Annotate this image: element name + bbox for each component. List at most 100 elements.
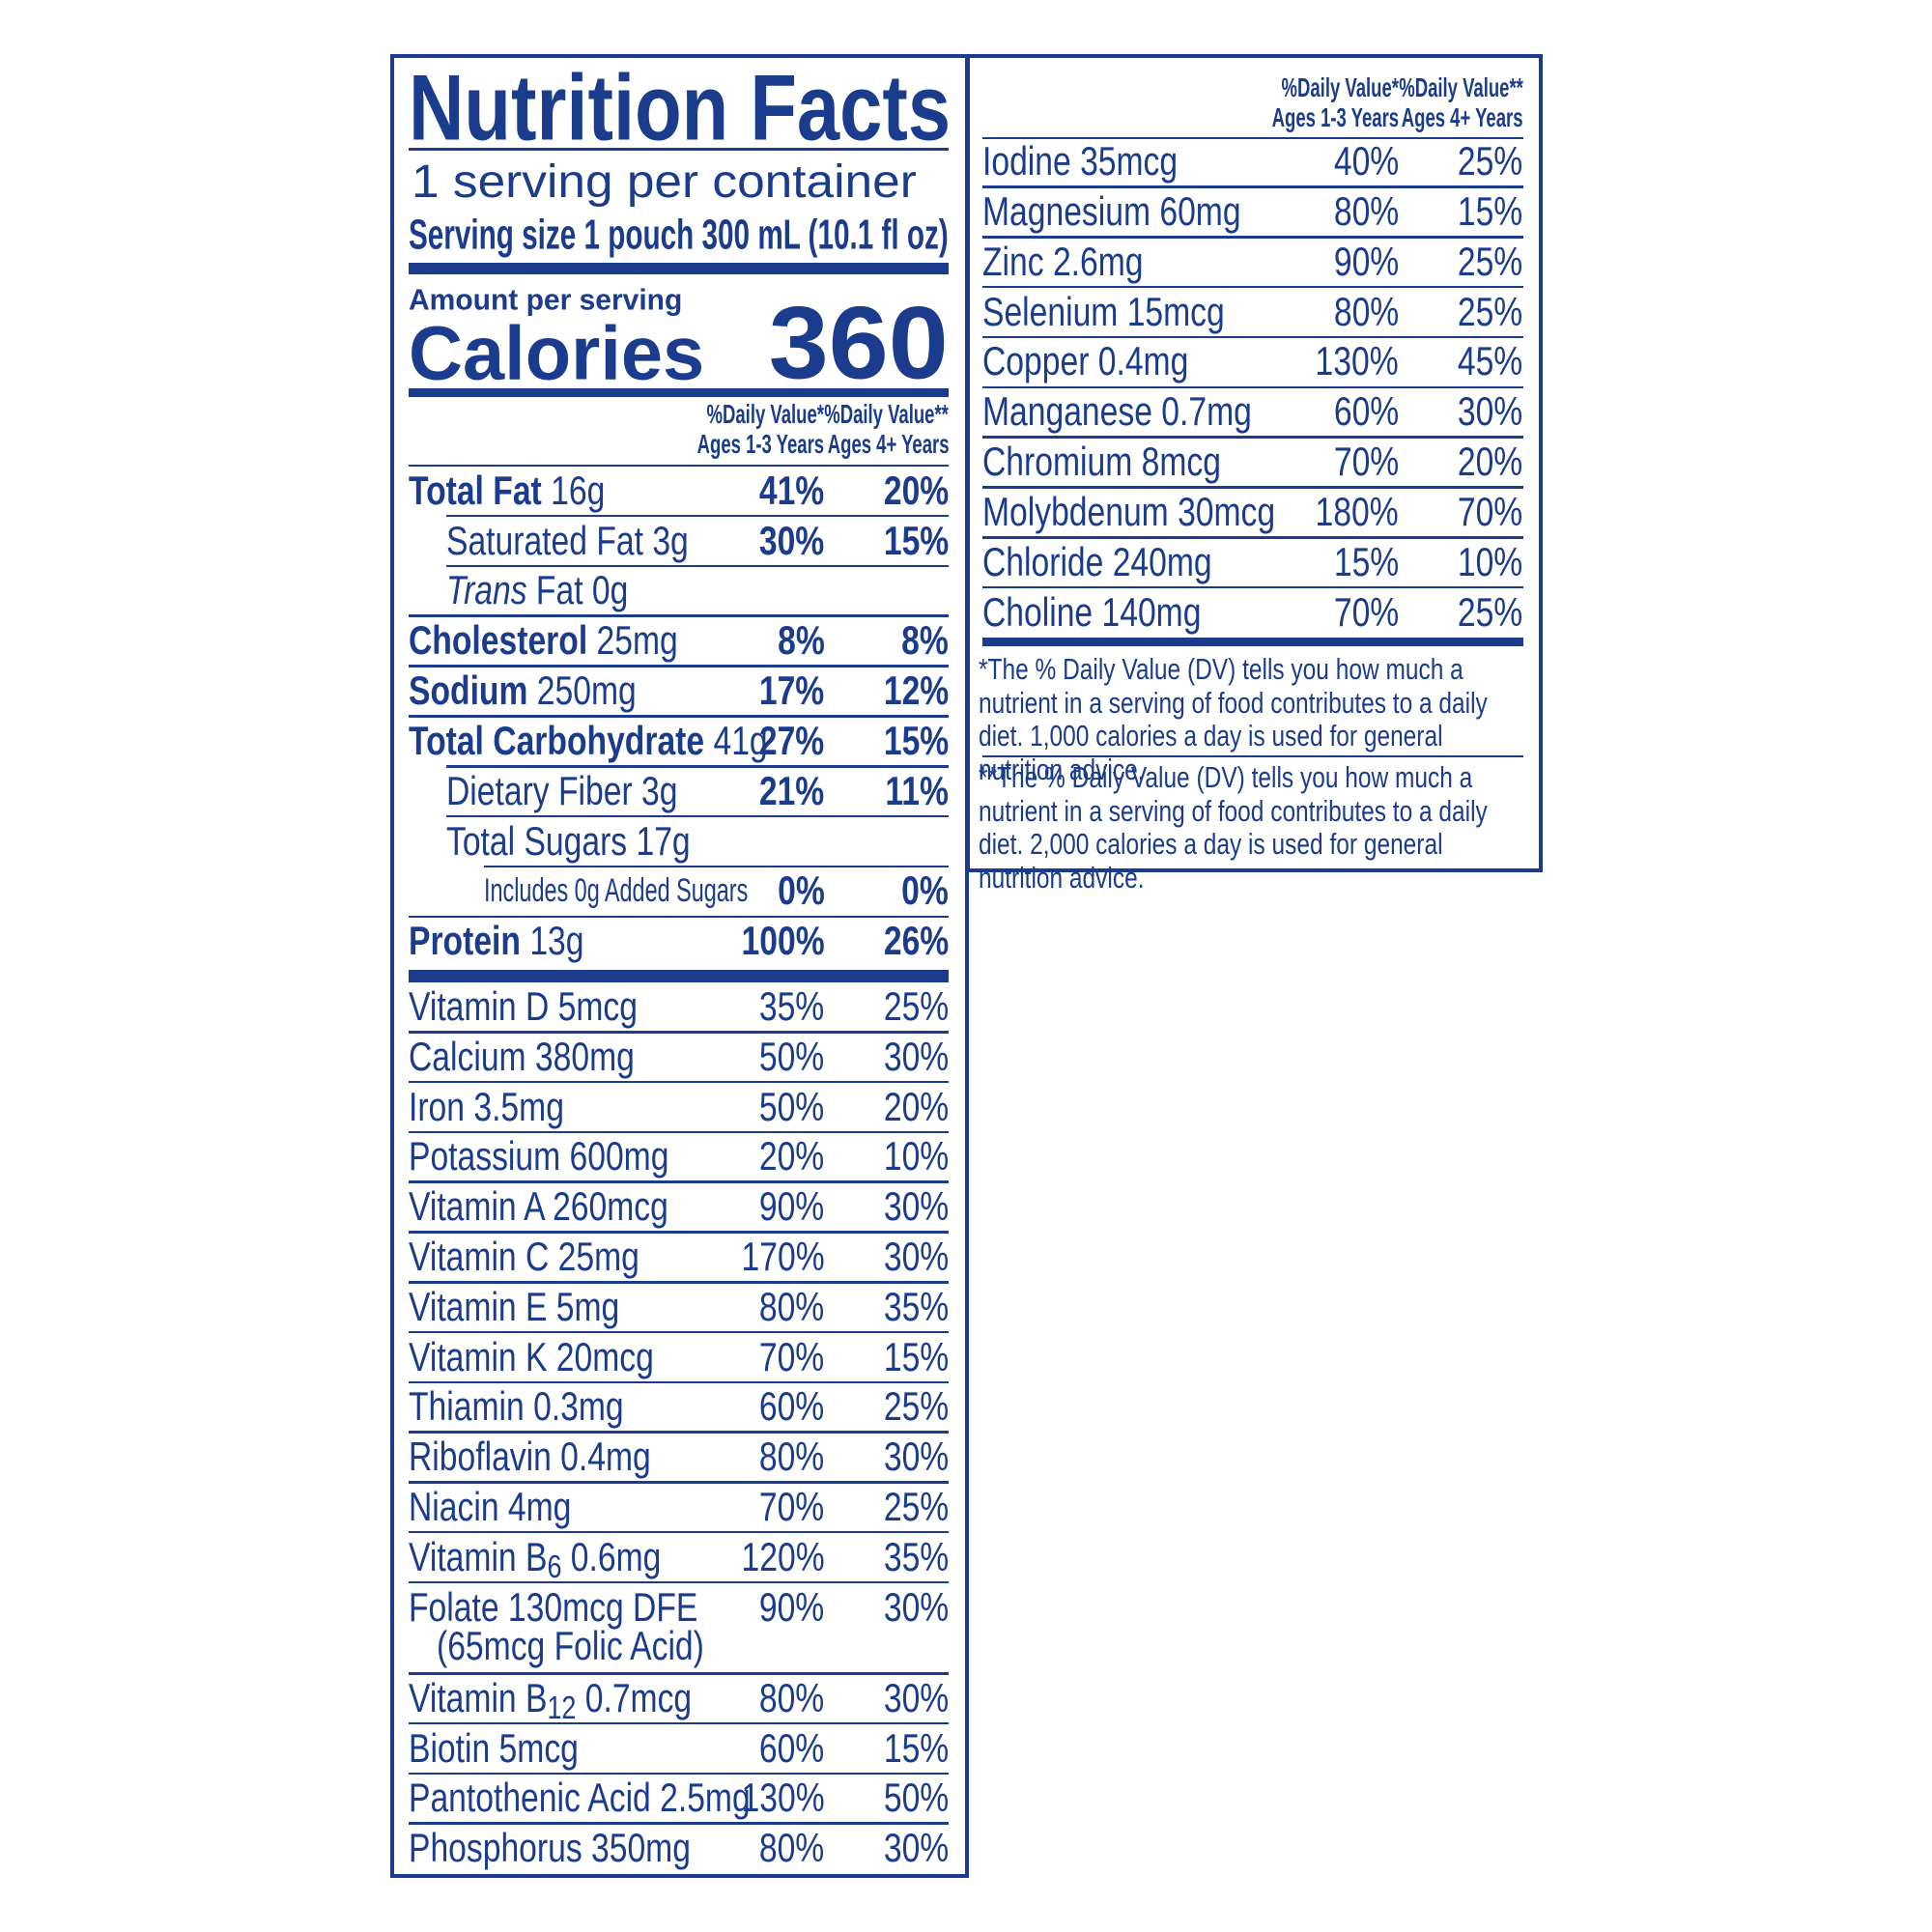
daily-value: 25%	[1458, 588, 1523, 635]
daily-value: 10%	[883, 1133, 950, 1179]
nutrient-name: Manganese 0.7mg	[981, 388, 1252, 435]
daily-value: 60%	[1333, 388, 1399, 435]
nutrient-row: Includes 0g Added Sugars	[484, 874, 748, 907]
nutrient-row: Calcium 380mg	[409, 1036, 635, 1077]
nutrient-name: Choline 140mg	[981, 588, 1202, 635]
nutrient-name: Vitamin K 20mcg	[409, 1333, 655, 1379]
nutrient-row: Choline 140mg	[981, 588, 1202, 635]
rule	[981, 136, 1523, 140]
rule	[409, 915, 950, 919]
rule	[981, 536, 1523, 539]
daily-value: 30%	[883, 1033, 950, 1079]
daily-value: 25%	[1458, 238, 1523, 284]
column-header: %Daily Value*	[706, 398, 825, 429]
daily-value: 70%	[1333, 439, 1399, 485]
daily-value: 30%	[883, 1674, 950, 1720]
rule	[981, 236, 1523, 239]
daily-value: 15%	[1333, 538, 1399, 584]
daily-value: 15%	[883, 517, 950, 563]
nutrient-name: Folate 130mcg DFE	[409, 1583, 698, 1630]
daily-value: 12%	[883, 668, 950, 713]
nutrient-name: Saturated Fat 3g	[445, 517, 689, 563]
daily-value: 50%	[883, 1775, 950, 1821]
daily-value: 130%	[1315, 338, 1399, 384]
title: Nutrition Facts	[409, 54, 952, 160]
nutrient-name: Pantothenic Acid 2.5mg	[409, 1775, 752, 1821]
rule	[981, 285, 1523, 289]
daily-value: 15%	[1458, 187, 1523, 234]
rule	[409, 1080, 950, 1084]
daily-value: 26%	[883, 918, 950, 964]
nutrient-row: Zinc 2.6mg	[982, 241, 1144, 282]
rule	[981, 754, 1523, 758]
nutrient-row: Vitamin A 260mcg	[409, 1186, 668, 1227]
nutrient-row: Riboflavin 0.4mg	[409, 1436, 651, 1477]
nutrient-amount: 250mg	[537, 668, 638, 713]
daily-value: 80%	[1333, 187, 1399, 234]
rule	[445, 764, 950, 768]
daily-value: 11%	[885, 767, 950, 813]
daily-value: 70%	[1458, 488, 1523, 534]
rule	[409, 1231, 950, 1234]
nutrient-amount: 13g	[529, 918, 584, 964]
rule	[445, 564, 950, 568]
nutrient-name: Cholesterol	[409, 617, 588, 664]
rule	[981, 585, 1523, 589]
daily-value: 20%	[883, 467, 950, 513]
amount-per-serving: Amount per serving	[409, 283, 683, 317]
daily-value: 50%	[758, 1033, 825, 1079]
daily-value: 80%	[758, 1674, 825, 1720]
daily-value: 8%	[901, 617, 950, 664]
nutrient-name: Vitamin B	[409, 1674, 548, 1720]
daily-value: 41%	[758, 467, 825, 513]
nutrient-name: Dietary Fiber 3g	[445, 767, 678, 813]
daily-value: 70%	[1333, 588, 1399, 635]
nutrient-row: Vitamin B6 0.6mg	[409, 1536, 661, 1583]
daily-value: 120%	[741, 1533, 825, 1579]
nutrient-name: Total Sugars 17g	[445, 817, 691, 864]
footnote: **The % Daily Value (DV) tells you how m…	[978, 761, 1488, 895]
daily-value: 8%	[777, 617, 825, 664]
nutrient-row: Phosphorus 350mg	[409, 1828, 691, 1868]
daily-value: 100%	[741, 918, 825, 964]
rule	[409, 388, 950, 398]
daily-value: 25%	[1458, 138, 1523, 185]
daily-value: 180%	[1315, 488, 1399, 534]
daily-value: 20%	[1458, 439, 1523, 485]
daily-value: 60%	[758, 1383, 825, 1430]
nutrient-row: Total Fat 16g	[409, 469, 605, 511]
nutrient-name: Vitamin C 25mg	[409, 1233, 640, 1279]
daily-value: 60%	[758, 1724, 825, 1771]
daily-value: 15%	[883, 717, 950, 763]
rule	[409, 464, 950, 468]
rule	[409, 1031, 950, 1034]
nutrient-row: Thiamin 0.3mg	[409, 1386, 624, 1427]
rule	[981, 385, 1523, 389]
rule	[409, 1130, 950, 1134]
rule	[409, 1330, 950, 1334]
nutrient-row: Saturated Fat 3g	[446, 520, 689, 560]
daily-value: 35%	[883, 1283, 950, 1329]
daily-value: 30%	[758, 517, 825, 563]
daily-value: 15%	[883, 1724, 950, 1771]
rule	[409, 1672, 950, 1675]
rule	[409, 1180, 950, 1183]
nutrient-row: Vitamin D 5mcg	[409, 985, 638, 1027]
rule	[981, 486, 1523, 489]
daily-value: 30%	[1458, 388, 1523, 435]
daily-value: 130%	[741, 1775, 825, 1821]
rule	[409, 1772, 950, 1776]
daily-value: 25%	[883, 1483, 950, 1529]
daily-value: 30%	[883, 1233, 950, 1279]
nutrient-name: Potassium 600mg	[409, 1133, 669, 1179]
daily-value: 21%	[758, 767, 825, 813]
nutrient-row: Vitamin K 20mcg	[409, 1333, 655, 1379]
daily-value: 17%	[758, 668, 825, 713]
nutrient-row: Folate 130mcg DFE	[409, 1586, 697, 1627]
rule	[484, 865, 950, 868]
daily-value: 20%	[758, 1133, 825, 1179]
nutrient-row: Trans Fat 0g	[446, 570, 628, 611]
nutrient-name: Total Carbohydrate	[409, 717, 705, 763]
nutrient-name: Iodine 35mcg	[981, 138, 1178, 185]
